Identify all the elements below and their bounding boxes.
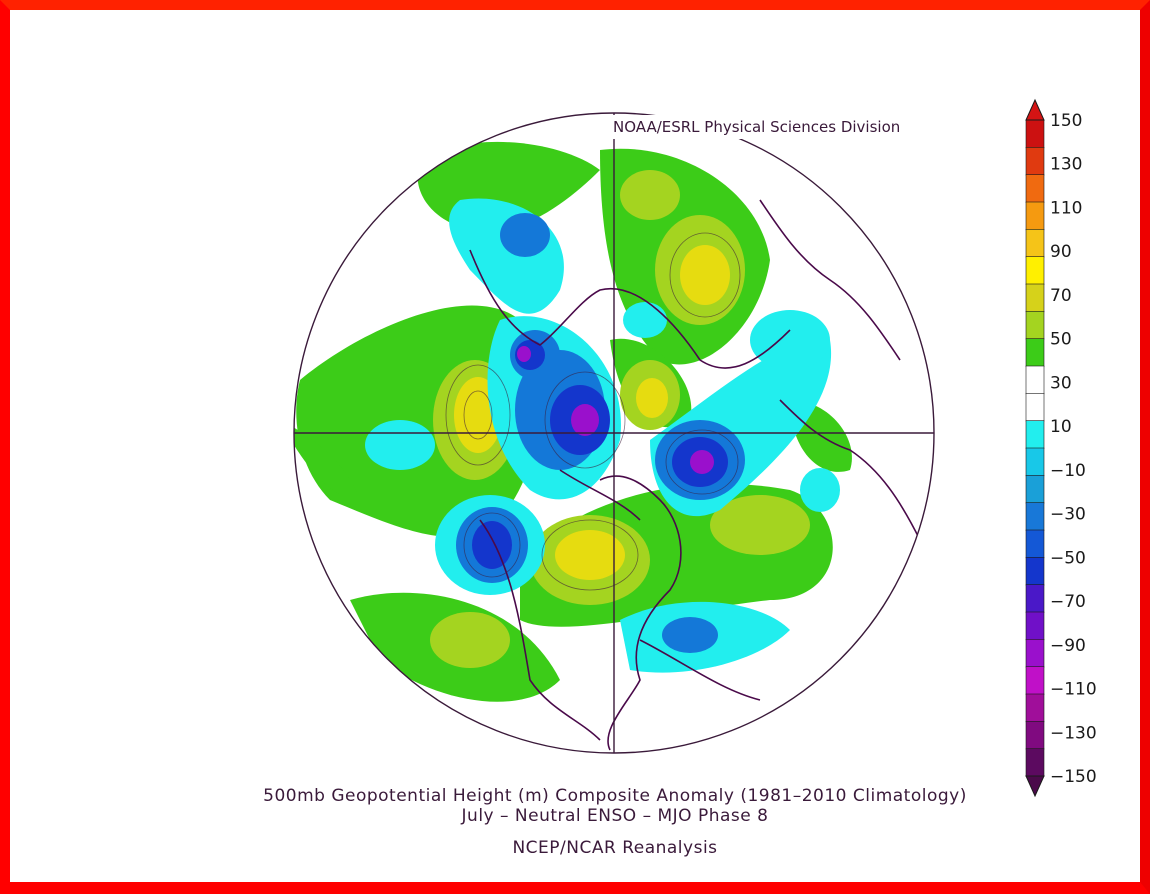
caption-line-1: 500mb Geopotential Height (m) Composite … [263, 786, 967, 806]
colorbar-swatch [1025, 447, 1045, 477]
map-disk [294, 113, 934, 753]
map-border [293, 112, 935, 754]
colorbar-tick-label: 10 [1050, 417, 1072, 437]
colorbar-tick-label: 150 [1050, 111, 1082, 131]
colorbar-swatch [1025, 201, 1045, 231]
colorbar-swatch [1025, 420, 1045, 449]
grid-lines [294, 113, 934, 753]
colorbar-tick-label: −130 [1050, 723, 1097, 743]
colorbar-swatch [1025, 666, 1045, 695]
colorbar-tick-label: 30 [1050, 373, 1072, 393]
colorbar-tick-label: −30 [1050, 505, 1086, 525]
colorbar-tick-label: −50 [1050, 548, 1086, 568]
colorbar-tick-label: −90 [1050, 636, 1086, 656]
colorbar-swatch [1025, 365, 1045, 395]
coastlines [469, 199, 921, 751]
colorbar-tick-label: −70 [1050, 592, 1086, 612]
caption-line-3: NCEP/NCAR Reanalysis [512, 838, 718, 858]
colorbar-tick-label: −110 [1050, 680, 1097, 700]
colorbar-bottom-arrow [1025, 775, 1045, 798]
colorbar-swatch [1025, 557, 1045, 586]
colorbar-swatch [1025, 147, 1045, 176]
colorbar-swatch [1025, 502, 1045, 531]
colorbar-swatch [1025, 748, 1045, 777]
colorbar-swatch [1025, 721, 1045, 750]
colorbar-swatch [1025, 283, 1045, 313]
colorbar-swatch [1025, 229, 1045, 258]
colorbar-tick-label: 70 [1050, 286, 1072, 306]
colorbar-swatch [1025, 584, 1045, 613]
colorbar-tick-label: 110 [1050, 198, 1082, 218]
credit-label: NOAA/ESRL Physical Sciences Division [591, 115, 907, 139]
colorbar-swatch [1025, 693, 1045, 723]
negative-anomaly-core [517, 346, 714, 474]
colorbar-tick-label: 90 [1050, 242, 1072, 262]
colorbar-swatch [1025, 119, 1045, 149]
colorbar-swatch [1025, 311, 1045, 340]
colorbar-swatch [1025, 174, 1045, 203]
colorbar-swatch [1025, 529, 1045, 559]
colorbar-tick-label: −10 [1050, 461, 1086, 481]
contour-lines [445, 232, 741, 591]
colorbar-tick-label: 50 [1050, 330, 1072, 350]
colorbar: 150 130 110 90 70 50 30 10 −10 −30 −50 −70 −90 −110 −1… [1025, 98, 1097, 798]
colorbar-swatch [1025, 475, 1045, 504]
caption-line-2: July – Neutral ENSO – MJO Phase 8 [461, 806, 769, 826]
colorbar-swatch [1025, 611, 1045, 641]
colorbar-tick-label: −150 [1050, 767, 1097, 787]
colorbar-swatch [1025, 338, 1045, 367]
colorbar-top-arrow [1025, 98, 1045, 121]
colorbar-swatch [1025, 256, 1045, 285]
colorbar-swatch [1025, 393, 1045, 422]
colorbar-swatch [1025, 639, 1045, 668]
colorbar-tick-label: 130 [1050, 155, 1082, 175]
